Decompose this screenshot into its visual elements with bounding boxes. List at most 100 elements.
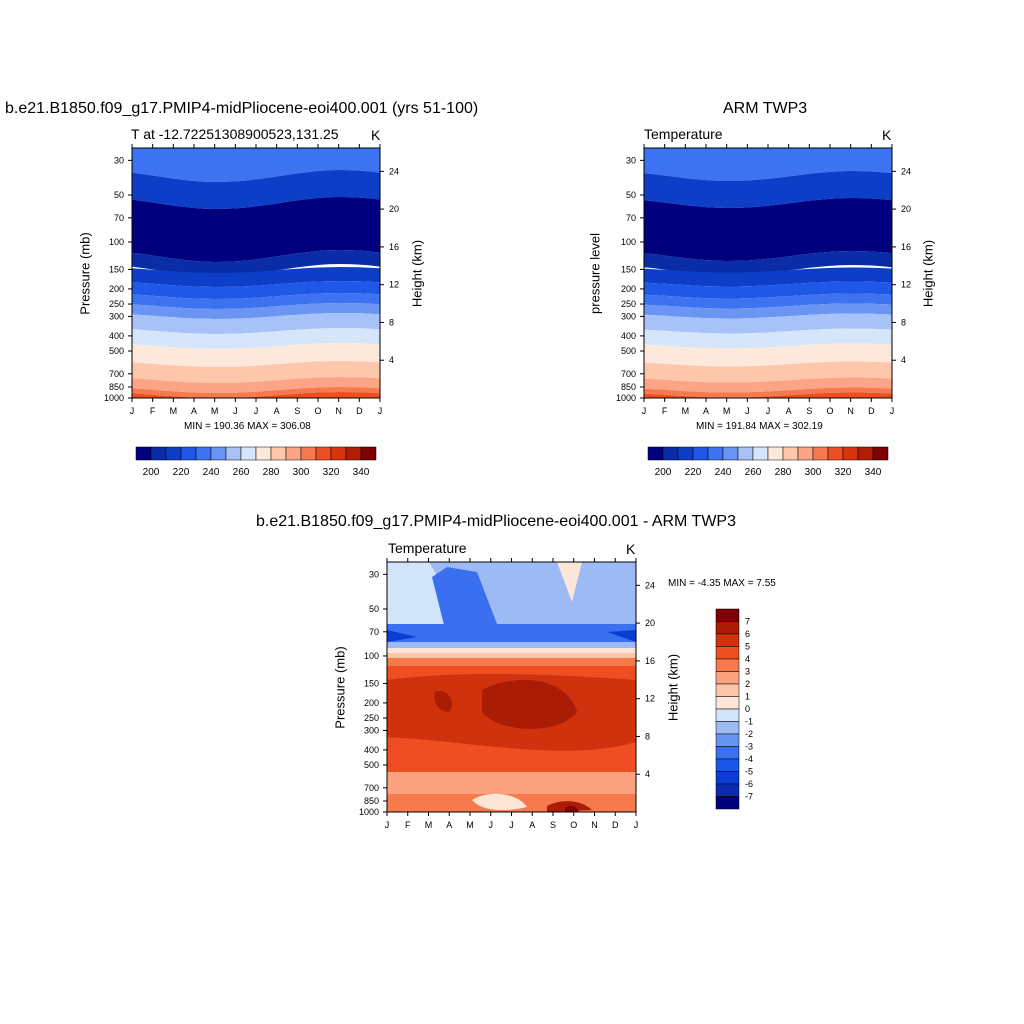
- colorbar-swatch: [715, 721, 740, 735]
- x-tick-label: J: [642, 406, 647, 416]
- panel3-colorbar: 7 6 5 4 3 2 1 0 -1 -2 -3 -4 -5 -6 -7: [715, 608, 753, 810]
- y-tick-label: 100: [364, 651, 379, 661]
- colorbar-swatch: [737, 446, 754, 461]
- panel1-units: K: [371, 127, 381, 143]
- x-tick-label: J: [130, 406, 135, 416]
- y2-tick-label: 16: [645, 656, 655, 666]
- colorbar-swatch: [782, 446, 799, 461]
- plot-frame: [643, 147, 893, 399]
- contour-band: [132, 387, 380, 398]
- x-tick-label: J: [378, 406, 383, 416]
- panel3-ylabel-right: Height (km): [665, 653, 681, 722]
- colorbar-swatch: [797, 446, 814, 461]
- x-tick-label: O: [314, 406, 321, 416]
- contour-band: [132, 267, 380, 287]
- colorbar-label: -6: [745, 779, 753, 789]
- colorbar-swatch: [812, 446, 829, 461]
- colorbar-label: 0: [745, 704, 750, 714]
- plot-frame: [386, 561, 637, 813]
- colorbar-swatch: [872, 446, 889, 461]
- contour-band: [482, 679, 577, 729]
- x-tick-label: M: [425, 820, 433, 830]
- y2-tick-label: 8: [389, 317, 394, 327]
- colorbar-swatch: [300, 446, 317, 461]
- x-tick-label: M: [682, 406, 690, 416]
- panel1-plot: J F M A M J J A S O N D J 30 50 70 100 150 200 250 300 400 500…: [104, 144, 399, 416]
- panel2-colorbar: 200 220 240 260 280 300 320 340: [647, 446, 889, 478]
- colorbar-swatch: [715, 608, 740, 622]
- colorbar-label: -4: [745, 754, 753, 764]
- x-tick-label: A: [786, 406, 792, 416]
- contour-band: [557, 562, 582, 602]
- panel1-ylabel-right: Height (km): [409, 239, 425, 308]
- x-tick-label: J: [254, 406, 259, 416]
- contour-band: [644, 392, 892, 398]
- x-tick-label: S: [806, 406, 812, 416]
- colorbar-swatch: [715, 783, 740, 797]
- x-tick-label: M: [466, 820, 474, 830]
- contour-band: [132, 281, 380, 299]
- colorbar-swatch: [767, 446, 784, 461]
- colorbar-swatch: [210, 446, 227, 461]
- colorbar-swatch: [715, 771, 740, 785]
- y-tick-label: 850: [109, 382, 124, 392]
- contour-band: [387, 653, 636, 658]
- x-tick-label: N: [335, 406, 342, 416]
- y2-tick-label: 12: [645, 694, 655, 704]
- colorbar-label: 340: [353, 467, 370, 478]
- colorbar-label: 3: [745, 667, 750, 677]
- y-tick-label: 850: [621, 382, 636, 392]
- colorbar-label: 340: [865, 467, 882, 478]
- colorbar-swatch: [195, 446, 212, 461]
- y-tick-label: 250: [109, 299, 124, 309]
- colorbar-swatch: [180, 446, 197, 461]
- colorbar-label: 300: [293, 467, 310, 478]
- colorbar-swatch: [692, 446, 709, 461]
- contour-band: [132, 313, 380, 334]
- colorbar-swatch: [165, 446, 182, 461]
- x-tick-label: J: [233, 406, 238, 416]
- x-tick-label: A: [446, 820, 452, 830]
- colorbar-label: -5: [745, 767, 753, 777]
- y2-tick-label: 4: [645, 769, 650, 779]
- colorbar-swatch: [715, 683, 740, 697]
- colorbar-label: -2: [745, 729, 753, 739]
- contour-band: [132, 170, 380, 209]
- colorbar-swatch: [150, 446, 167, 461]
- x-tick-label: O: [570, 820, 577, 830]
- contour-band: [644, 313, 892, 334]
- colorbar-swatch: [647, 446, 664, 461]
- y-tick-label: 400: [621, 331, 636, 341]
- colorbar-swatch: [752, 446, 769, 461]
- contour-band: [434, 691, 452, 712]
- y2-tick-label: 24: [901, 166, 911, 176]
- contour-band: [644, 293, 892, 309]
- contour-band: [577, 562, 636, 637]
- panel3-title: b.e21.B1850.f09_g17.PMIP4-midPliocene-eo…: [256, 513, 736, 530]
- y-tick-label: 150: [621, 264, 636, 274]
- x-tick-label: M: [723, 406, 731, 416]
- colorbar-label: 240: [203, 467, 220, 478]
- colorbar-label: 240: [715, 467, 732, 478]
- contour-band: [132, 303, 380, 319]
- y-tick-label: 30: [626, 155, 636, 165]
- colorbar-label: -7: [745, 792, 753, 802]
- panel2-ylabel: pressure level: [587, 233, 603, 314]
- panel3-ylabel: Pressure (mb): [332, 646, 348, 729]
- x-tick-label: M: [211, 406, 219, 416]
- colorbar-swatch: [315, 446, 332, 461]
- contour-band: [644, 328, 892, 349]
- contour-band: [132, 148, 380, 182]
- x-tick-label: D: [356, 406, 363, 416]
- colorbar-swatch: [345, 446, 362, 461]
- x-tick-label: M: [170, 406, 178, 416]
- y2-tick-label: 16: [389, 242, 399, 252]
- contour-band: [132, 377, 380, 393]
- contour-band: [644, 198, 892, 261]
- contour-band: [132, 197, 380, 262]
- y-tick-label: 150: [109, 264, 124, 274]
- x-tick-label: A: [529, 820, 535, 830]
- x-tick-label: N: [591, 820, 598, 830]
- y-tick-label: 850: [364, 796, 379, 806]
- colorbar-swatch: [285, 446, 302, 461]
